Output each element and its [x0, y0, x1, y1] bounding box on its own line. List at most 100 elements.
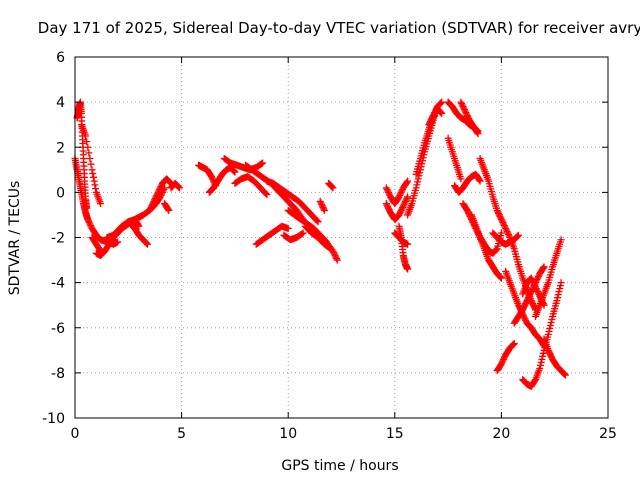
data-point — [519, 304, 527, 312]
data-point — [164, 205, 172, 213]
data-point — [457, 175, 465, 183]
data-point — [332, 253, 340, 261]
data-point — [299, 229, 307, 237]
data-point — [533, 286, 541, 294]
data-point — [520, 313, 528, 321]
data-point — [396, 190, 404, 198]
data-point — [497, 360, 505, 368]
data-point — [505, 232, 513, 240]
data-point — [530, 280, 538, 288]
data-point — [83, 204, 91, 212]
data-point — [404, 177, 412, 185]
data-point — [97, 200, 105, 208]
data-point — [395, 211, 403, 219]
data-point — [400, 200, 408, 208]
data-point — [329, 184, 337, 192]
data-point — [492, 246, 500, 254]
data-point — [414, 175, 422, 183]
data-point — [496, 212, 504, 220]
data-point — [284, 224, 292, 232]
data-point — [534, 289, 542, 297]
data-point — [314, 218, 322, 226]
data-point — [263, 191, 271, 199]
data-point — [436, 100, 444, 108]
data-point — [463, 110, 471, 118]
data-point — [526, 291, 534, 299]
series-arc9 — [167, 179, 183, 192]
data-point — [143, 240, 151, 248]
data-point — [546, 349, 554, 357]
data-point — [155, 187, 163, 195]
data-point — [91, 181, 99, 189]
data-point — [503, 227, 511, 235]
data-point — [153, 191, 161, 199]
data-point — [262, 190, 270, 198]
data-point — [521, 315, 529, 323]
series-arc19 — [252, 222, 292, 248]
data-point — [175, 184, 183, 192]
data-point — [404, 240, 412, 248]
data-point — [229, 167, 237, 175]
series-arc18 — [301, 222, 335, 253]
data-point — [90, 177, 98, 185]
data-point — [497, 273, 505, 281]
data-point — [318, 202, 326, 210]
data-point — [520, 303, 528, 311]
series-arc31 — [457, 98, 482, 138]
data-point — [529, 279, 537, 287]
y-tick-label: -8 — [51, 366, 65, 382]
data-point — [403, 194, 411, 202]
data-point — [492, 246, 500, 254]
data-point — [544, 331, 552, 339]
data-point — [85, 218, 93, 226]
data-point — [546, 321, 554, 329]
data-point — [437, 109, 445, 117]
data-point — [89, 170, 97, 178]
series-arc36 — [476, 155, 540, 314]
data-point — [82, 132, 90, 140]
data-point — [431, 109, 439, 117]
y-tick-label: 6 — [56, 50, 65, 66]
data-point — [538, 355, 546, 363]
data-point — [395, 193, 403, 201]
data-point — [87, 221, 95, 229]
data-points — [71, 98, 569, 390]
plot-frame — [74, 56, 609, 419]
data-point — [547, 352, 555, 360]
data-point — [156, 184, 164, 192]
data-point — [231, 168, 239, 176]
data-point — [134, 221, 142, 229]
series-arc12 — [205, 164, 239, 196]
data-point — [535, 291, 543, 299]
data-point — [474, 130, 482, 138]
data-point — [175, 183, 183, 191]
chart-title: Day 171 of 2025, Sidereal Day-to-day VTE… — [38, 19, 640, 37]
data-point — [404, 265, 412, 273]
data-point — [85, 149, 93, 157]
data-point — [534, 274, 542, 282]
data-point — [384, 203, 392, 211]
data-point — [504, 229, 512, 237]
data-point — [557, 279, 565, 287]
data-point — [557, 236, 565, 244]
data-point — [548, 315, 556, 323]
data-point — [148, 202, 156, 210]
data-point — [149, 199, 157, 207]
data-point — [396, 209, 404, 217]
x-axis-label: GPS time / hours — [281, 458, 398, 474]
data-point — [514, 232, 522, 240]
data-point — [522, 316, 530, 324]
data-point — [499, 218, 507, 226]
data-point — [438, 98, 446, 106]
data-point — [401, 197, 409, 205]
data-point — [399, 203, 407, 211]
data-point — [502, 224, 510, 232]
data-point — [318, 200, 326, 208]
data-point — [501, 223, 509, 231]
data-point — [148, 200, 156, 208]
data-point — [528, 276, 536, 284]
data-point — [153, 190, 161, 198]
data-point — [502, 226, 510, 234]
data-point — [397, 188, 405, 196]
data-point — [521, 301, 529, 309]
